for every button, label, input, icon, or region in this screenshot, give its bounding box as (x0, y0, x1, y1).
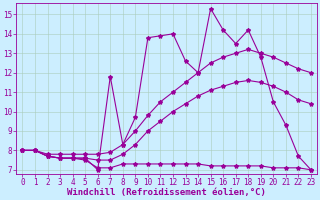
X-axis label: Windchill (Refroidissement éolien,°C): Windchill (Refroidissement éolien,°C) (67, 188, 266, 197)
